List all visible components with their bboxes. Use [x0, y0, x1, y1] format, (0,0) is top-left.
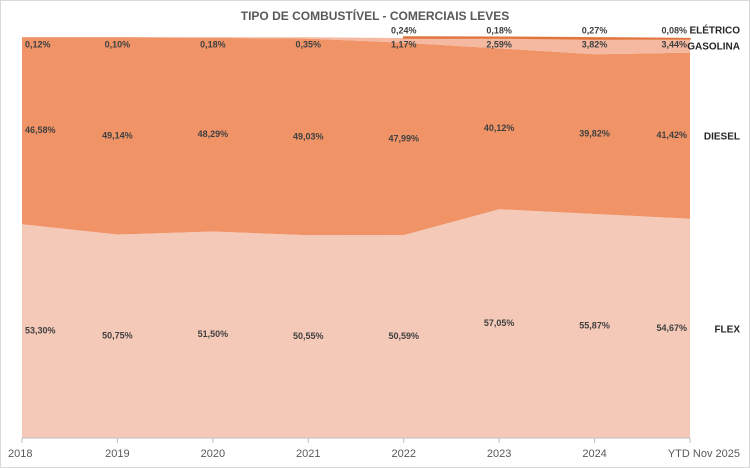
area [402, 36, 691, 40]
value-label: 54,67% [656, 323, 687, 333]
value-label: 50,55% [293, 331, 324, 341]
x-tick-label: 2021 [296, 448, 320, 460]
value-label: 2,59% [486, 39, 512, 49]
value-label: 49,14% [102, 130, 133, 140]
legend-label: ELÉTRICO [689, 24, 740, 37]
x-tick-label: 2024 [582, 448, 606, 460]
x-tick-label: 2023 [487, 448, 511, 460]
value-label: 3,82% [582, 39, 608, 49]
x-tick-label: YTD Nov 2025 [668, 448, 740, 460]
area [22, 37, 690, 236]
value-label: 41,42% [656, 130, 687, 140]
value-label: 0,24% [391, 25, 417, 35]
value-label: 0,35% [296, 39, 322, 49]
value-label: 46,58% [25, 125, 56, 135]
value-label: 0,12% [25, 39, 51, 49]
value-label: 55,87% [579, 320, 610, 330]
x-tick-label: 2018 [8, 448, 32, 460]
value-label: 50,59% [388, 331, 419, 341]
value-label: 50,75% [102, 331, 133, 341]
chart-title: TIPO DE COMBUSTÍVEL - COMERCIAIS LEVES [241, 8, 509, 23]
legend-label: GASOLINA [687, 42, 740, 53]
x-tick-label: 2019 [105, 448, 129, 460]
value-label: 1,17% [391, 39, 417, 49]
legend-label: FLEX [714, 325, 740, 336]
value-label: 0,27% [582, 25, 608, 35]
value-label: 39,82% [579, 128, 610, 138]
value-label: 57,05% [484, 318, 515, 328]
value-label: 53,30% [25, 326, 56, 336]
value-label: 0,18% [200, 39, 226, 49]
legend-label: DIESEL [704, 132, 740, 143]
value-label: 40,12% [484, 123, 515, 133]
value-label: 47,99% [388, 133, 419, 143]
area [22, 209, 690, 438]
value-label: 3,44% [661, 39, 687, 49]
value-label: 0,10% [105, 39, 131, 49]
x-tick-label: 2022 [391, 448, 415, 460]
value-label: 0,08% [661, 25, 687, 35]
value-label: 51,50% [198, 329, 229, 339]
area [22, 37, 690, 55]
value-label: 48,29% [198, 129, 229, 139]
value-label: 0,18% [486, 25, 512, 35]
value-label: 49,03% [293, 131, 324, 141]
x-tick-label: 2020 [201, 448, 225, 460]
